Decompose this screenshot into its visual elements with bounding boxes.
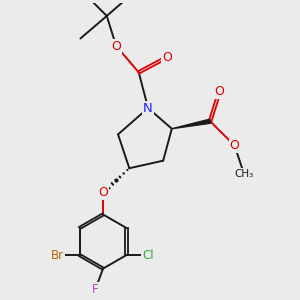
Text: O: O [111,40,121,52]
Text: O: O [162,51,172,64]
Text: O: O [98,186,108,199]
Text: N: N [143,102,153,115]
Text: O: O [230,139,239,152]
Text: CH₃: CH₃ [234,169,254,179]
Polygon shape [172,119,211,129]
Text: Br: Br [50,249,64,262]
Text: Cl: Cl [142,249,154,262]
Text: O: O [214,85,224,98]
Text: F: F [92,283,99,296]
